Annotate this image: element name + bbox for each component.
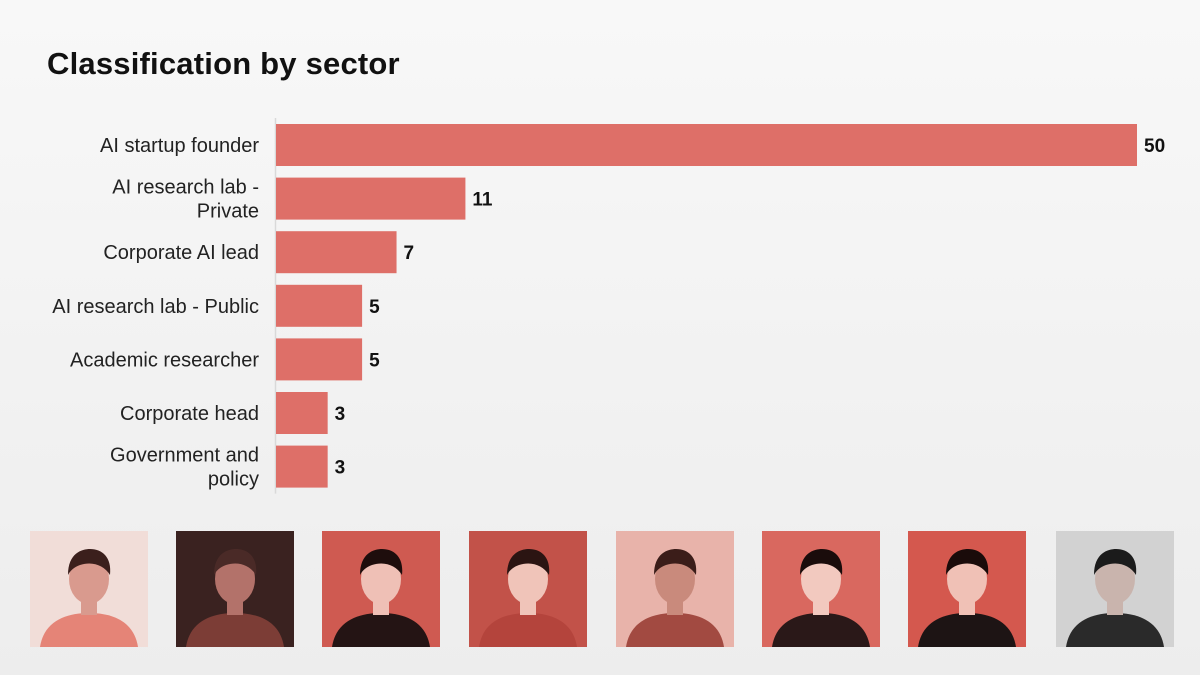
person-photo-icon <box>479 549 577 647</box>
data-label: 5 <box>369 350 380 371</box>
person-photo <box>469 531 587 647</box>
data-label: 3 <box>335 458 346 479</box>
person-photo <box>908 531 1026 647</box>
category-label: Private <box>197 201 259 223</box>
data-label: 3 <box>335 404 346 425</box>
bar-chart: 50 AI startup founder 11 AI research lab -P… <box>52 118 1165 494</box>
chart-title: Classification by sector <box>47 46 400 81</box>
person-photo-icon <box>40 549 138 647</box>
data-label: 5 <box>369 297 380 318</box>
category-label: AI research lab - <box>112 177 259 199</box>
person-photo <box>30 531 148 647</box>
bar-5 <box>276 392 328 434</box>
person-photo-icon <box>1066 549 1164 647</box>
category-label: Corporate head <box>120 403 259 425</box>
person-photo-icon <box>918 549 1016 647</box>
data-label: 11 <box>472 190 493 211</box>
photo-strip <box>0 531 1200 647</box>
category-label: Corporate AI lead <box>103 242 259 264</box>
category-label: Government and <box>110 445 259 467</box>
person-photo-icon <box>332 549 430 647</box>
person-photo <box>616 531 734 647</box>
category-label: policy <box>208 469 259 491</box>
category-label: Academic researcher <box>70 349 259 371</box>
bar-4 <box>276 338 363 381</box>
person-photo-icon <box>626 549 724 647</box>
bar-6 <box>276 445 328 488</box>
person-photo <box>176 531 294 647</box>
person-photo <box>322 531 440 647</box>
data-label: 50 <box>1144 136 1165 157</box>
person-photo-icon <box>186 549 284 647</box>
data-label: 7 <box>404 243 415 264</box>
person-photo-icon <box>772 549 870 647</box>
bar-3 <box>276 284 363 327</box>
category-label: AI research lab - Public <box>52 296 259 318</box>
bar-2 <box>276 231 397 274</box>
person-photo <box>1056 531 1174 647</box>
bar-0 <box>276 124 1137 166</box>
bar-1 <box>276 177 466 220</box>
person-photo <box>762 531 880 647</box>
category-label: AI startup founder <box>100 135 259 157</box>
